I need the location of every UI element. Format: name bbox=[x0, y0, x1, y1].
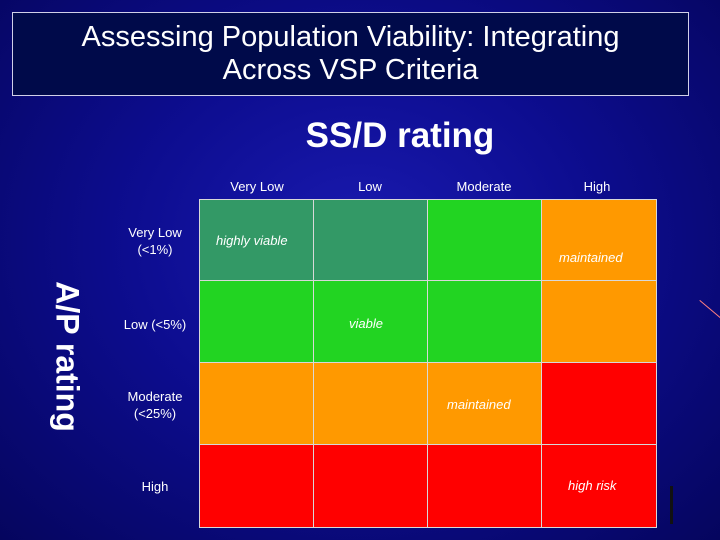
title-line-2: Across VSP Criteria bbox=[222, 54, 479, 86]
ap-axis-title: A/P rating bbox=[49, 281, 86, 432]
row-header-very-low-line2: (<1%) bbox=[137, 242, 173, 257]
col-header-high: High bbox=[583, 179, 611, 194]
label-maintained-top: maintained bbox=[559, 250, 623, 265]
ssd-axis-title: SS/D rating bbox=[305, 116, 495, 155]
row-header-very-low-line1: Very Low bbox=[128, 225, 182, 240]
row-header-moderate: Moderate (<25%) bbox=[100, 388, 210, 422]
cell-r2-c4 bbox=[541, 280, 657, 363]
row-header-high-line1: High bbox=[141, 479, 169, 494]
decorative-line bbox=[699, 300, 720, 327]
row-header-low-line1: Low (<5%) bbox=[123, 317, 187, 332]
viability-matrix bbox=[199, 199, 657, 528]
cell-r3-c3 bbox=[427, 362, 542, 445]
cell-r3-c4 bbox=[541, 362, 657, 445]
cell-r1-c1 bbox=[199, 199, 314, 281]
cell-r3-c2 bbox=[313, 362, 428, 445]
cell-r1-c4 bbox=[541, 199, 657, 281]
title-box: Assessing Population Viability: Integrat… bbox=[12, 12, 689, 96]
col-header-very-low: Very Low bbox=[230, 179, 284, 194]
row-header-moderate-line2: (<25%) bbox=[133, 406, 177, 421]
label-highly-viable: highly viable bbox=[216, 233, 288, 248]
decorative-bar bbox=[670, 486, 673, 524]
label-high-risk: high risk bbox=[568, 478, 617, 493]
cell-r3-c1 bbox=[199, 362, 314, 445]
cell-r1-c3 bbox=[427, 199, 542, 281]
col-header-low: Low bbox=[358, 179, 382, 194]
row-header-moderate-line1: Moderate bbox=[127, 389, 183, 404]
cell-r2-c2 bbox=[313, 280, 428, 363]
cell-r4-c3 bbox=[427, 444, 542, 528]
col-header-moderate: Moderate bbox=[456, 179, 512, 194]
cell-r2-c1 bbox=[199, 280, 314, 363]
cell-r4-c1 bbox=[199, 444, 314, 528]
title-line-1: Assessing Population Viability: Integrat… bbox=[81, 21, 620, 53]
row-header-very-low: Very Low (<1%) bbox=[100, 224, 210, 258]
row-header-high: High bbox=[100, 478, 210, 495]
label-viable: viable bbox=[349, 316, 383, 331]
cell-r2-c3 bbox=[427, 280, 542, 363]
cell-r4-c4 bbox=[541, 444, 657, 528]
cell-r1-c2 bbox=[313, 199, 428, 281]
cell-r4-c2 bbox=[313, 444, 428, 528]
row-header-low: Low (<5%) bbox=[100, 316, 210, 333]
label-maintained-mid: maintained bbox=[447, 397, 511, 412]
